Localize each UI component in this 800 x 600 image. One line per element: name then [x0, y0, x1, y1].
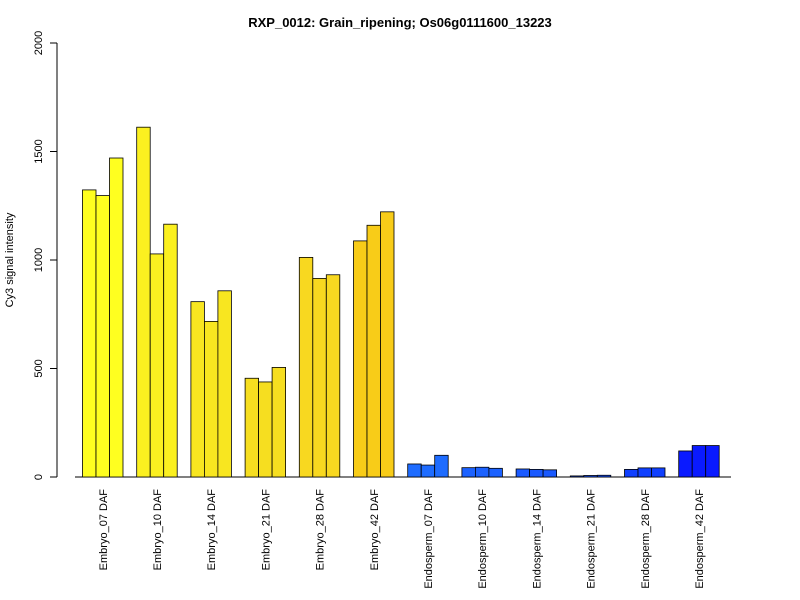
x-tick-label: Endosperm_28 DAF — [640, 489, 652, 589]
bars — [82, 126, 720, 478]
bar — [244, 377, 260, 478]
bar — [203, 321, 219, 478]
y-axis: 0 500 1000 1500 2000 — [33, 31, 58, 480]
bar — [583, 475, 598, 478]
bar — [366, 224, 381, 478]
bar — [258, 381, 273, 478]
bar — [217, 290, 232, 478]
bar — [624, 468, 639, 478]
bar — [136, 126, 151, 478]
bar — [678, 450, 693, 478]
y-tick-label: 1500 — [33, 139, 45, 163]
y-axis-label: Cy3 signal intensity — [4, 212, 16, 307]
y-tick-label: 0 — [33, 474, 45, 480]
bar — [542, 469, 557, 478]
y-tick-label: 2000 — [33, 31, 45, 55]
bar — [271, 367, 287, 478]
x-tick-label: Endosperm_07 DAF — [423, 489, 435, 589]
bar — [190, 301, 205, 478]
bar — [82, 189, 97, 478]
bar — [515, 468, 530, 478]
x-tick-label: Endosperm_10 DAF — [477, 489, 489, 589]
bar — [312, 278, 327, 478]
bar — [488, 467, 503, 478]
bar — [109, 157, 124, 478]
x-tick-label: Embryo_42 DAF — [369, 489, 381, 571]
x-tick-label: Embryo_21 DAF — [260, 489, 272, 571]
bar — [149, 253, 165, 478]
bar — [705, 445, 720, 478]
y-tick-label: 1000 — [33, 248, 45, 272]
bar — [474, 466, 490, 478]
x-tick-label: Endosperm_14 DAF — [531, 489, 543, 589]
bar — [434, 454, 449, 478]
x-tick-label: Embryo_07 DAF — [98, 489, 110, 571]
bar — [637, 467, 652, 478]
x-tick-label: Embryo_10 DAF — [152, 489, 164, 571]
bar — [163, 223, 178, 478]
bar — [569, 475, 585, 478]
x-tick-label: Embryo_28 DAF — [315, 489, 327, 571]
bar — [298, 256, 314, 478]
bar — [407, 463, 422, 478]
bar — [325, 274, 341, 478]
bar — [461, 467, 476, 478]
bar — [691, 445, 707, 478]
bar — [353, 240, 368, 478]
bar — [529, 468, 544, 478]
x-tick-label: Endosperm_21 DAF — [586, 489, 598, 589]
x-tick-label: Embryo_14 DAF — [206, 489, 218, 571]
bar — [380, 211, 395, 478]
bar — [651, 467, 666, 478]
bar — [596, 474, 612, 478]
chart-title: RXP_0012: Grain_ripening; Os06g0111600_1… — [248, 15, 552, 30]
x-tick-labels: Embryo_07 DAF Embryo_10 DAF Embryo_14 DAF E… — [98, 489, 706, 589]
x-tick-label: Endosperm_42 DAF — [694, 489, 706, 589]
bar — [95, 195, 110, 478]
y-tick-label: 500 — [33, 359, 45, 377]
bar — [420, 464, 436, 478]
